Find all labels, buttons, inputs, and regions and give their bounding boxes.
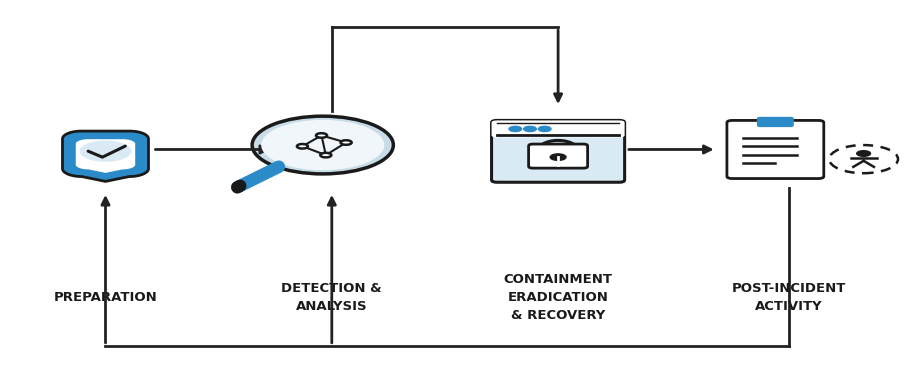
Circle shape (297, 144, 308, 148)
Circle shape (252, 116, 393, 174)
Circle shape (550, 154, 566, 160)
Text: DETECTION &
ANALYSIS: DETECTION & ANALYSIS (281, 282, 382, 313)
Circle shape (857, 151, 871, 156)
Circle shape (829, 145, 898, 173)
Circle shape (262, 120, 384, 170)
Polygon shape (74, 138, 136, 174)
FancyBboxPatch shape (727, 120, 824, 179)
Polygon shape (63, 131, 149, 181)
Circle shape (524, 126, 537, 132)
Circle shape (509, 126, 522, 132)
Text: PREPARATION: PREPARATION (54, 291, 157, 304)
Circle shape (538, 126, 551, 132)
Circle shape (80, 141, 132, 162)
FancyBboxPatch shape (528, 144, 587, 168)
Text: CONTAINMENT
ERАDICATION
& RECOVERY: CONTAINMENT ERАDICATION & RECOVERY (504, 273, 613, 322)
FancyBboxPatch shape (491, 120, 625, 138)
Text: POST-INCIDENT
ACTIVITY: POST-INCIDENT ACTIVITY (732, 282, 846, 313)
Circle shape (321, 153, 331, 157)
FancyBboxPatch shape (757, 117, 793, 126)
Circle shape (340, 140, 351, 145)
Circle shape (316, 133, 327, 138)
FancyBboxPatch shape (491, 120, 625, 182)
